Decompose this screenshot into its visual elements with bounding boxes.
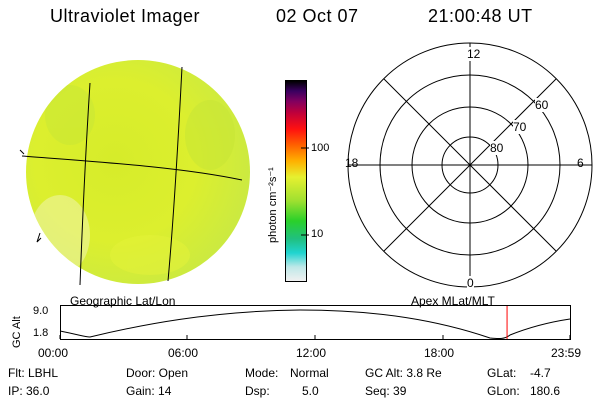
x-tick-2359: 23:59 (551, 346, 582, 360)
info-seq: Seq: 39 (365, 384, 407, 398)
colorbar-ticks (301, 147, 309, 236)
x-tick-1200: 12:00 (296, 346, 327, 360)
uvi-image-disk (19, 60, 250, 286)
altitude-ymax: 9.0 (33, 305, 49, 317)
info-mode-label: Mode: (245, 366, 279, 380)
info-mode-value: Normal (290, 366, 329, 380)
x-tick-0600: 06:00 (168, 346, 199, 360)
date-label: 02 Oct 07 (276, 6, 359, 26)
altitude-plot-frame (60, 305, 571, 340)
info-flt: Flt: LBHL (8, 366, 59, 380)
colorbar-units-label: photon cm⁻²s⁻¹ (267, 167, 279, 243)
altitude-ymin: 1.8 (33, 327, 49, 339)
lat-label-70: 70 (513, 120, 527, 134)
meridian-line-left (79, 82, 91, 286)
info-dsp-label: Dsp: (245, 384, 270, 398)
mlt-label-0: 0 (467, 276, 474, 290)
x-tick-1800: 18:00 (424, 346, 455, 360)
info-dsp-value: 5.0 (302, 384, 319, 398)
info-glat-label: GLat: (487, 366, 517, 380)
colorbar (285, 80, 307, 282)
mlt-diagonal-2 (383, 78, 557, 252)
altitude-plot (59, 305, 571, 340)
polar-plot (347, 42, 593, 288)
info-glat-value: -4.7 (530, 366, 551, 380)
info-door: Door: Open (126, 366, 189, 380)
info-glon-value: 180.6 (530, 384, 561, 398)
mlt-label-12: 12 (467, 47, 481, 61)
right-image-coord-label: Apex MLat/MLT (411, 294, 495, 308)
colorbar-tick-100: 100 (311, 142, 330, 154)
parallel-line (21, 155, 243, 181)
info-gain: Gain: 14 (126, 384, 172, 398)
lat-label-80: 80 (490, 141, 504, 155)
lat-label-60: 60 (535, 98, 549, 112)
mlt-label-18: 18 (345, 156, 359, 170)
info-ip: IP: 36.0 (8, 384, 50, 398)
info-glon-label: GLon: (487, 384, 520, 398)
meridian-line-right (167, 66, 183, 282)
left-image-coord-label: Geographic Lat/Lon (70, 294, 176, 308)
altitude-ylabel: GC Alt (11, 316, 23, 348)
mlt-label-6: 6 (577, 156, 584, 170)
instrument-title: Ultraviolet Imager (50, 6, 201, 26)
info-gc-alt: GC Alt: 3.8 Re (365, 366, 442, 380)
time-label: 21:00:48 UT (428, 6, 533, 26)
altitude-curve (59, 309, 571, 340)
x-tick-0000: 00:00 (38, 346, 69, 360)
colorbar-tick-10: 10 (311, 228, 324, 240)
